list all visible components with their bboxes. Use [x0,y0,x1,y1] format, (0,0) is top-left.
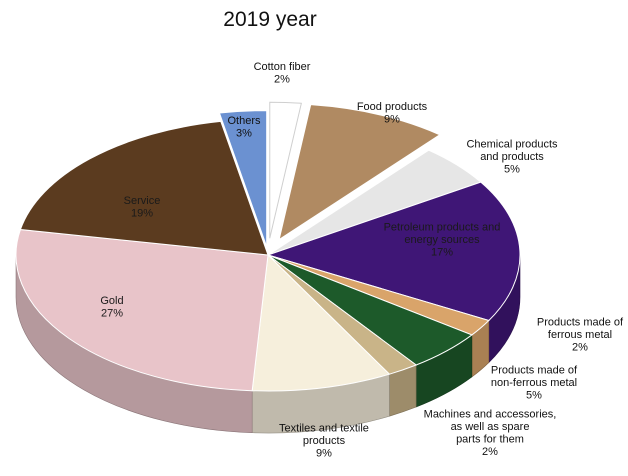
label-machines-and-accessories-as-well-as-spare-parts-for-them: Machines and accessories, as well as spar… [424,408,557,458]
slice-service [19,120,269,256]
chart-title: 2019 year [223,8,317,31]
label-food-products: Food products 9% [357,101,428,126]
slice-others [218,110,268,247]
label-others: Others 3% [227,115,261,140]
slice-textiles-and-textile-products [251,253,391,392]
label-textiles-and-textile-products: Textiles and textile products 9% [279,423,369,460]
label-cotton-fiber: Cotton fiber 2% [254,61,311,86]
pie-slices [15,101,521,392]
slice-gold [15,228,269,392]
slice-petroleum-products-and-energy-sources [266,181,521,322]
label-petroleum-products-and-energy-sources: Petroleum products and energy sources 17% [384,222,501,259]
slice-cotton-fiber [269,101,302,239]
label-gold: Gold 27% [100,295,123,320]
slice-food-products [278,104,441,241]
label-chemical-products-and-products: Chemical products and products 5% [466,139,558,176]
label-products-made-of-non-ferrous-metal: Products made of non-ferrous metal 5% [491,365,578,402]
label-products-made-of-ferrous-metal: Products made of ferrous metal 2% [537,317,624,354]
slice-labels: Cotton fiber 2% Food products 9% Chemical pr… [100,61,624,460]
label-service: Service 19% [124,195,161,220]
